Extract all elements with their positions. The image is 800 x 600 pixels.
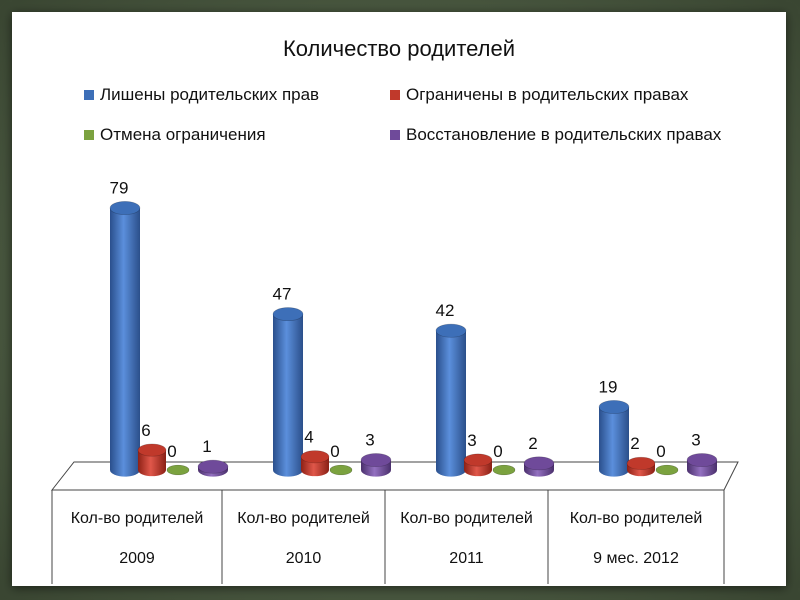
bar-top-2-0 xyxy=(435,323,467,338)
bar-2-1 xyxy=(463,453,493,477)
bar-chart: Количество родителей Лишены родительских… xyxy=(50,36,739,584)
chart-card: Количество родителей Лишены родительских… xyxy=(12,12,786,586)
bar-1-3 xyxy=(360,453,392,477)
value-label-2-2: 0 xyxy=(493,442,502,461)
bar-top-0-1 xyxy=(137,443,167,457)
category-label-2: 2011 xyxy=(449,550,484,567)
value-label-1-1: 4 xyxy=(304,428,313,447)
legend-swatch-2 xyxy=(84,130,94,140)
value-label-0-3: 1 xyxy=(202,437,211,456)
value-label-0-1: 6 xyxy=(141,421,150,440)
row-label-2: Кол-во родителей xyxy=(400,510,533,527)
bar-0-1 xyxy=(137,443,167,477)
bar-body-2-0 xyxy=(436,330,466,470)
bar-2-3 xyxy=(523,456,555,477)
value-label-1-2: 0 xyxy=(330,442,339,461)
bar-body-1-0 xyxy=(273,314,303,470)
legend-swatch-3 xyxy=(390,130,400,140)
bar-3-0 xyxy=(598,400,630,477)
bar-1-1 xyxy=(300,450,330,477)
legend-swatch-0 xyxy=(84,90,94,100)
bar-bottom-2-1 xyxy=(464,463,492,477)
bar-bottom-1-1 xyxy=(301,463,329,477)
bar-body-3-0 xyxy=(599,406,629,470)
legend-label-3: Восстановление в родительских правах xyxy=(406,125,722,144)
bar-top-1-0 xyxy=(272,307,304,322)
value-label-2-1: 3 xyxy=(467,431,476,450)
bar-bottom-3-3 xyxy=(687,463,717,477)
bar-body-0-0 xyxy=(110,208,140,470)
bar-top-3-0 xyxy=(598,400,630,414)
bar-top-2-3 xyxy=(523,456,555,471)
bars-group xyxy=(109,201,718,477)
row-label-1: Кол-во родителей xyxy=(237,510,370,527)
bar-0-0 xyxy=(109,201,141,477)
bar-1-0 xyxy=(272,307,304,477)
value-label-2-3: 2 xyxy=(528,434,537,453)
row-label-3: Кол-во родителей xyxy=(570,510,703,527)
bar-top-1-2 xyxy=(329,464,353,476)
bar-bottom-0-0 xyxy=(110,463,140,477)
value-label-0-0: 79 xyxy=(110,178,129,197)
bar-top-0-0 xyxy=(109,201,141,215)
value-label-3-2: 0 xyxy=(656,442,665,461)
value-label-3-0: 19 xyxy=(599,377,618,396)
value-label-2-0: 42 xyxy=(436,301,455,320)
value-label-1-0: 47 xyxy=(273,285,292,304)
bar-top-3-2 xyxy=(655,464,679,476)
legend: Лишены родительских прав Ограничены в род… xyxy=(84,85,722,144)
legend-swatch-1 xyxy=(390,90,400,100)
bar-2-2 xyxy=(492,464,516,476)
bar-bottom-2-0 xyxy=(436,463,466,477)
bar-top-2-2 xyxy=(492,464,516,476)
bar-2-0 xyxy=(435,323,467,477)
bar-bottom-1-3 xyxy=(361,463,391,477)
bar-1-2 xyxy=(329,464,353,476)
bar-3-3 xyxy=(686,453,718,477)
bar-top-0-3 xyxy=(197,459,229,474)
bar-top-3-3 xyxy=(686,453,718,467)
bar-3-1 xyxy=(626,456,656,477)
bar-bottom-1-0 xyxy=(273,463,303,477)
bar-top-2-1 xyxy=(463,453,493,467)
category-label-0: 2009 xyxy=(119,550,155,567)
bar-0-3 xyxy=(197,459,229,477)
legend-label-2: Отмена ограничения xyxy=(100,125,266,144)
legend-label-0: Лишены родительских прав xyxy=(100,85,319,104)
chart-title: Количество родителей xyxy=(283,36,515,61)
bar-top-1-3 xyxy=(360,453,392,467)
bar-top-0-2 xyxy=(166,464,190,476)
bar-top-1-1 xyxy=(300,450,330,464)
bar-bottom-3-0 xyxy=(599,463,629,477)
bar-top-3-1 xyxy=(626,456,656,470)
row-label-0: Кол-во родителей xyxy=(71,510,204,527)
bar-3-2 xyxy=(655,464,679,476)
category-label-3: 9 мес. 2012 xyxy=(593,550,679,567)
category-label-1: 2010 xyxy=(286,550,322,567)
value-label-3-3: 3 xyxy=(691,430,700,449)
category-table: Кол-во родителей 2009 Кол-во родителей 2010… xyxy=(51,490,725,584)
bar-0-2 xyxy=(166,464,190,476)
value-label-0-2: 0 xyxy=(167,442,176,461)
legend-label-1: Ограничены в родительских правах xyxy=(406,85,689,104)
value-label-1-3: 3 xyxy=(365,430,374,449)
bar-bottom-0-1 xyxy=(138,463,166,477)
value-label-3-1: 2 xyxy=(630,434,639,453)
